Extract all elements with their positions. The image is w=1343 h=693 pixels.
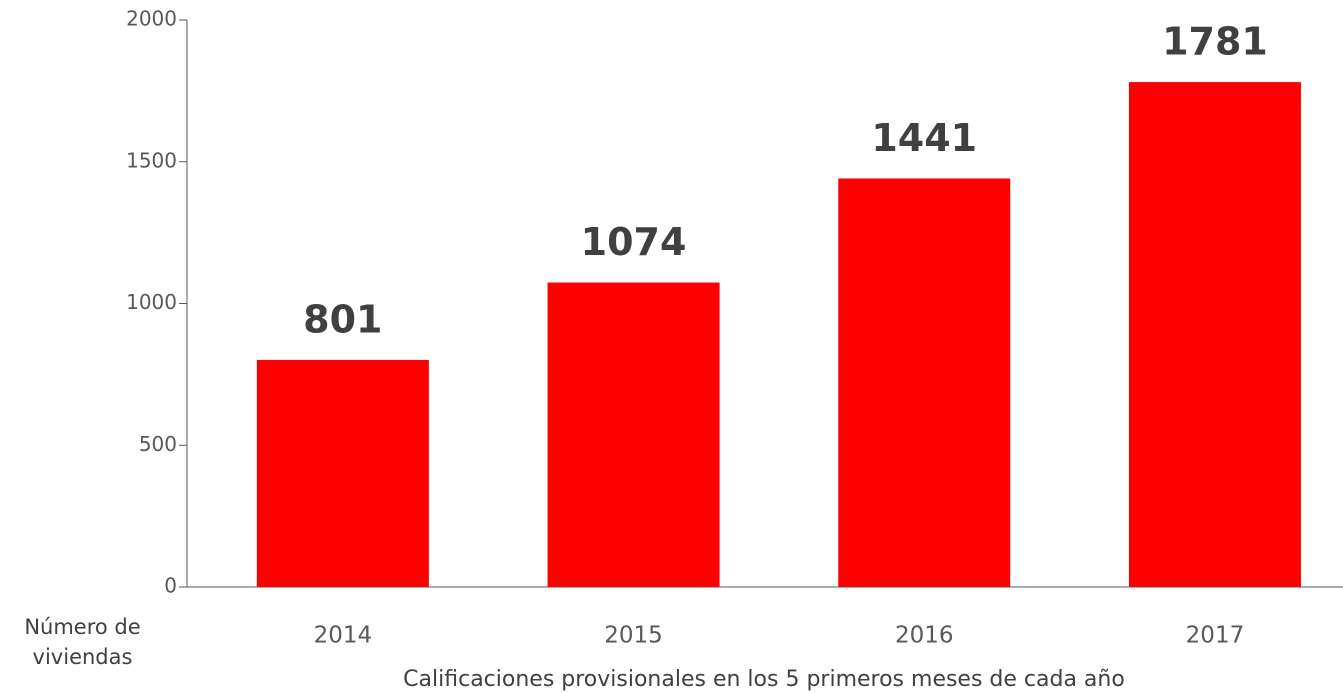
bar [547, 282, 720, 587]
x-tick-label: 2015 [604, 623, 663, 649]
y-tick-label: 2000 [126, 7, 177, 31]
y-tick-label: 500 [139, 432, 177, 456]
data-label: 1074 [581, 220, 687, 264]
y-tick-label: 1000 [126, 290, 177, 314]
data-label: 1441 [871, 116, 977, 160]
data-label: 1781 [1162, 20, 1268, 64]
bar [256, 359, 429, 587]
x-axis-title: Calificaciones provisionales en los 5 pr… [403, 667, 1125, 692]
x-tick-label: 2014 [314, 623, 373, 649]
data-label: 801 [303, 297, 382, 341]
y-tick-label: 0 [164, 574, 177, 598]
x-tick-label: 2016 [895, 623, 954, 649]
y-axis-title: Número de viviendas [24, 615, 141, 669]
bar [838, 178, 1011, 587]
bar [1128, 82, 1301, 588]
y-tick-label: 1500 [126, 148, 177, 172]
x-tick-label: 2017 [1186, 623, 1245, 649]
